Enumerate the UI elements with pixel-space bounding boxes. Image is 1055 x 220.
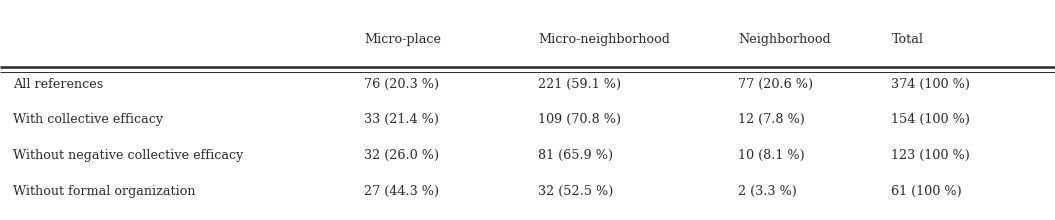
Text: 76 (20.3 %): 76 (20.3 %) — [364, 78, 439, 91]
Text: 33 (21.4 %): 33 (21.4 %) — [364, 113, 439, 126]
Text: 32 (26.0 %): 32 (26.0 %) — [364, 148, 439, 162]
Text: 61 (100 %): 61 (100 %) — [891, 185, 962, 198]
Text: 27 (44.3 %): 27 (44.3 %) — [364, 185, 439, 198]
Text: Neighborhood: Neighborhood — [738, 33, 831, 46]
Text: 12 (7.8 %): 12 (7.8 %) — [738, 113, 805, 126]
Text: 109 (70.8 %): 109 (70.8 %) — [538, 113, 621, 126]
Text: 123 (100 %): 123 (100 %) — [891, 148, 971, 162]
Text: Total: Total — [891, 33, 923, 46]
Text: 374 (100 %): 374 (100 %) — [891, 78, 971, 91]
Text: 77 (20.6 %): 77 (20.6 %) — [738, 78, 813, 91]
Text: With collective efficacy: With collective efficacy — [13, 113, 162, 126]
Text: All references: All references — [13, 78, 103, 91]
Text: 81 (65.9 %): 81 (65.9 %) — [538, 148, 613, 162]
Text: 154 (100 %): 154 (100 %) — [891, 113, 971, 126]
Text: Without formal organization: Without formal organization — [13, 185, 195, 198]
Text: Without negative collective efficacy: Without negative collective efficacy — [13, 148, 243, 162]
Text: 221 (59.1 %): 221 (59.1 %) — [538, 78, 621, 91]
Text: 10 (8.1 %): 10 (8.1 %) — [738, 148, 805, 162]
Text: 32 (52.5 %): 32 (52.5 %) — [538, 185, 613, 198]
Text: 2 (3.3 %): 2 (3.3 %) — [738, 185, 798, 198]
Text: Micro-place: Micro-place — [364, 33, 441, 46]
Text: Micro-neighborhood: Micro-neighborhood — [538, 33, 670, 46]
